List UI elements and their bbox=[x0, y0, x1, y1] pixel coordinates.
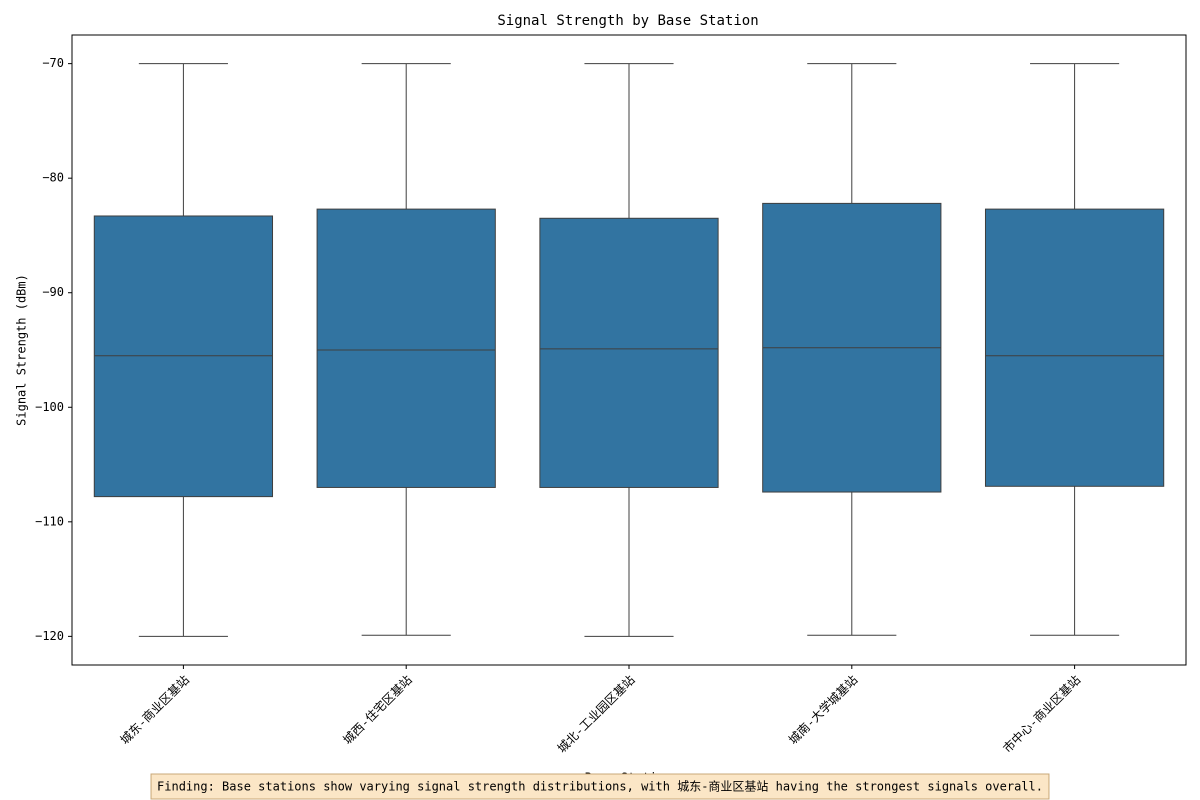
y-tick-label: −100 bbox=[35, 400, 64, 414]
y-axis-label: Signal Strength (dBm) bbox=[15, 274, 29, 426]
box bbox=[93, 215, 274, 498]
x-tick-label: 城北-工业园区基站 bbox=[555, 673, 638, 756]
box bbox=[316, 208, 496, 488]
y-tick-label: −120 bbox=[35, 629, 64, 643]
box bbox=[984, 208, 1165, 487]
y-tick-label: −90 bbox=[42, 285, 64, 299]
annotation: Finding: Base stations show varying sign… bbox=[157, 779, 1043, 794]
x-tick-label: 城南-大学城基站 bbox=[785, 672, 860, 747]
x-tick-label: 城东-商业区基站 bbox=[117, 672, 192, 747]
x-tick-label: 城西-住宅区基站 bbox=[340, 672, 415, 747]
chart-title: Signal Strength by Base Station bbox=[497, 13, 758, 29]
x-tick-label: 市中心-商业区基站 bbox=[1000, 672, 1084, 756]
annotation-box bbox=[150, 773, 1050, 800]
y-tick-label: −110 bbox=[35, 514, 64, 528]
y-tick-label: −70 bbox=[42, 56, 64, 70]
box bbox=[539, 217, 719, 488]
y-tick-label: −80 bbox=[42, 171, 64, 185]
